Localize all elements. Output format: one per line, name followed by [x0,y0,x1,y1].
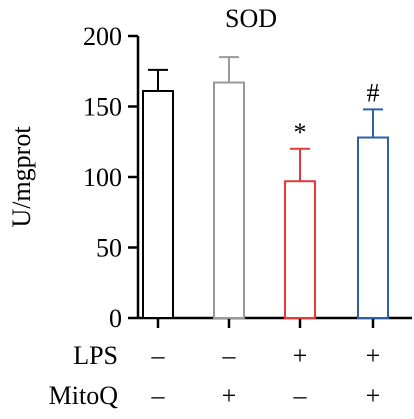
condition-label: LPS [73,341,118,370]
y-tick-label: 200 [83,22,122,51]
significance-marker: * [294,118,307,147]
y-tick-label: 50 [96,234,122,263]
condition-value: + [222,381,237,410]
bar [213,81,245,319]
condition-value: + [366,341,381,370]
bar [142,89,174,319]
condition-value: + [293,341,308,370]
bar [284,180,316,319]
condition-value: – [222,341,237,370]
condition-value: + [366,381,381,410]
y-tick-label: 0 [109,304,122,333]
significance-marker: # [367,78,380,107]
bars-group: *# [142,56,389,319]
condition-table: LPS – – + + MitoQ – + – + [49,341,381,410]
condition-value: – [151,341,166,370]
condition-value: – [151,381,166,410]
chart-title: SOD [225,4,277,33]
condition-value: – [293,381,308,410]
y-tick-label: 150 [83,93,122,122]
y-axis-label: U/mgprot [7,126,36,228]
y-tick-label: 100 [83,163,122,192]
condition-label: MitoQ [49,381,119,410]
axes: 0 50 100 150 200 [83,22,412,333]
bar [357,136,389,319]
